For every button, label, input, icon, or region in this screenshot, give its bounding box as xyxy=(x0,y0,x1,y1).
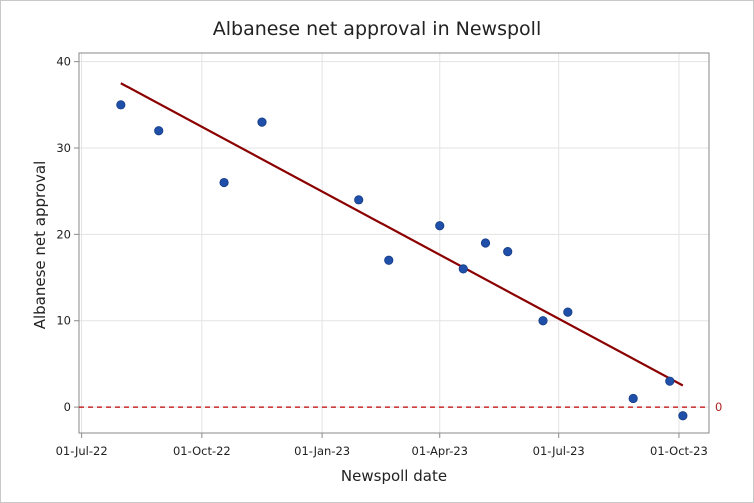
y-tick-label: 20 xyxy=(56,227,71,241)
data-point xyxy=(116,100,126,110)
y-axis-label: Albanese net approval xyxy=(31,161,49,330)
data-point xyxy=(384,255,394,265)
data-point xyxy=(538,316,548,326)
reference-line-group: 0 xyxy=(79,400,722,414)
data-point xyxy=(503,247,513,257)
x-tick-label: 01-Apr-23 xyxy=(412,444,468,458)
y-tick-label: 0 xyxy=(64,400,71,414)
trendline-group xyxy=(120,82,684,387)
data-point xyxy=(458,264,468,274)
data-point xyxy=(257,117,267,127)
data-point xyxy=(665,376,675,386)
y-tick-label: 10 xyxy=(56,314,71,328)
x-tick-label: 01-Oct-22 xyxy=(173,444,231,458)
x-tick-label: 01-Jul-23 xyxy=(533,444,585,458)
y-tick-label: 40 xyxy=(56,55,71,69)
reference-line-label: 0 xyxy=(715,400,722,414)
trendline xyxy=(120,82,684,387)
data-point xyxy=(154,126,164,136)
x-tick-label: 01-Oct-23 xyxy=(650,444,708,458)
data-point xyxy=(435,221,445,231)
x-tick-label: 01-Jan-23 xyxy=(294,444,350,458)
grid xyxy=(79,53,709,433)
y-tick-label: 30 xyxy=(56,141,71,155)
data-point xyxy=(563,307,573,317)
axis-ticks: 0 10 20 30 40 01-Jul-22 01-Oct-22 01-Jan-23 01-A… xyxy=(56,55,708,458)
x-axis-label: Newspoll date xyxy=(341,467,447,485)
data-point xyxy=(678,411,688,421)
plot-area xyxy=(78,52,710,434)
data-points xyxy=(116,100,688,421)
x-tick-label: 01-Jul-22 xyxy=(56,444,108,458)
data-point xyxy=(480,238,491,248)
chart-title: Albanese net approval in Newspoll xyxy=(213,18,542,40)
data-point xyxy=(628,393,638,404)
data-point xyxy=(354,195,364,205)
data-point xyxy=(219,177,229,188)
